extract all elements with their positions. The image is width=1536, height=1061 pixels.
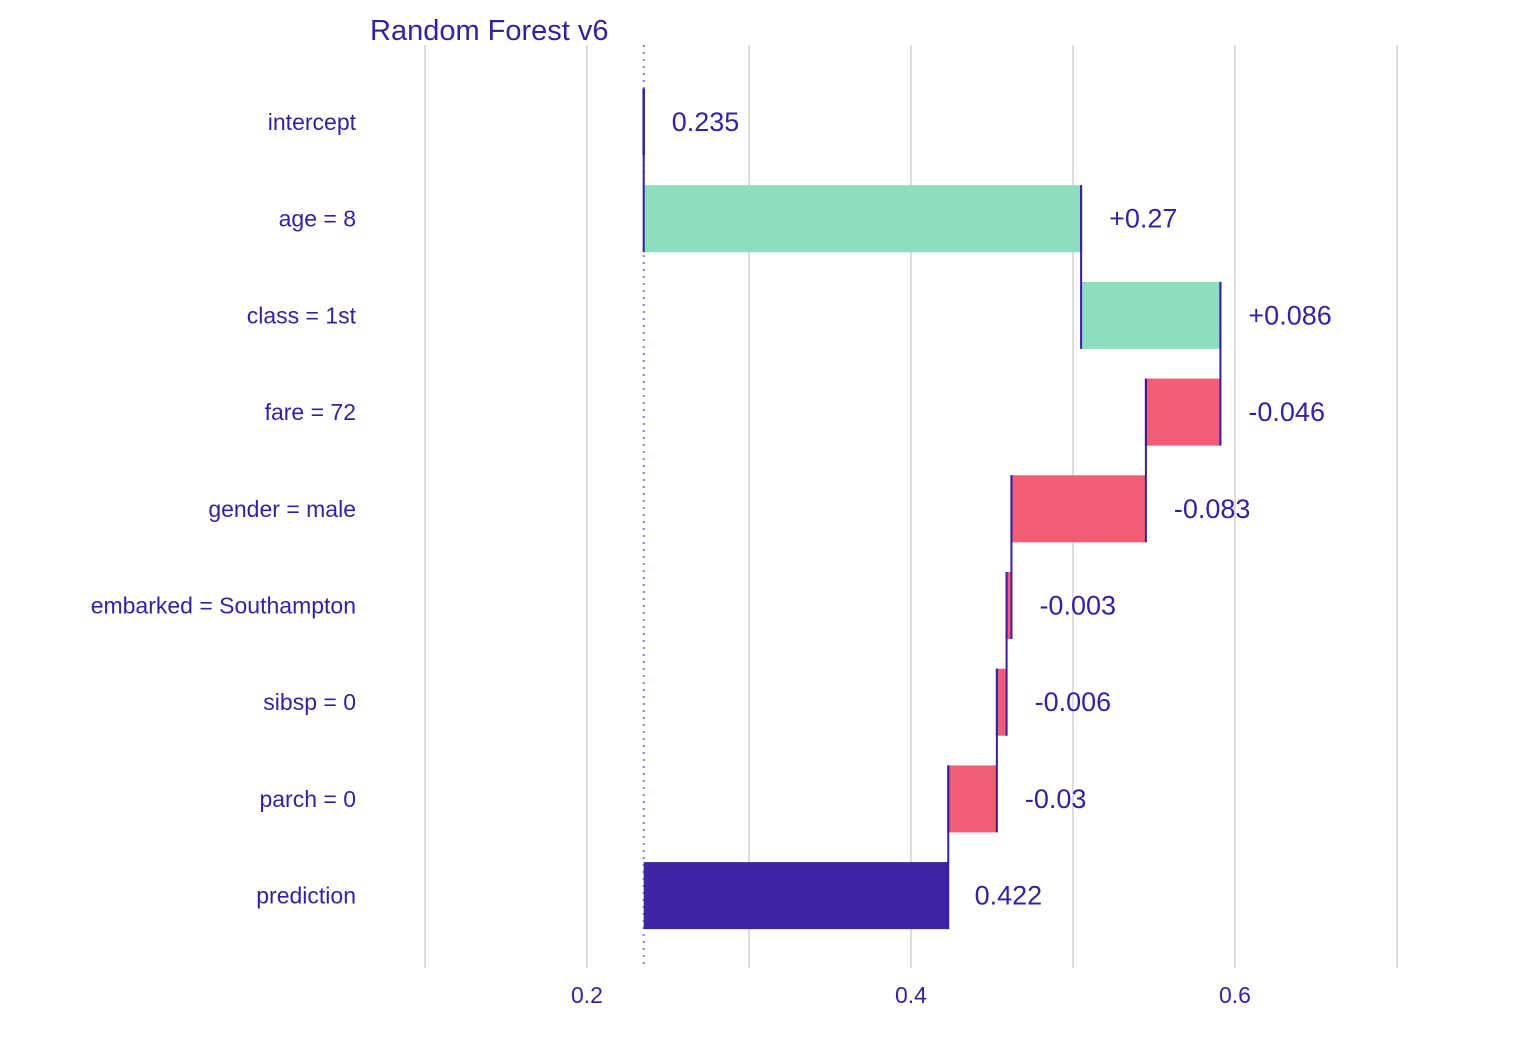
value-label: -0.003 xyxy=(1039,591,1116,621)
chart-title: Random Forest v6 xyxy=(370,15,609,47)
category-label: parch = 0 xyxy=(259,786,356,812)
value-label: -0.03 xyxy=(1025,784,1087,814)
x-tick-label: 0.4 xyxy=(895,982,927,1008)
bar xyxy=(948,765,997,833)
value-label: 0.235 xyxy=(672,107,740,137)
bar xyxy=(996,668,1007,736)
category-label: prediction xyxy=(256,883,356,909)
category-label: gender = male xyxy=(208,496,356,522)
bar xyxy=(1145,378,1221,446)
bar-layer xyxy=(642,88,1222,930)
x-tick-label: 0.6 xyxy=(1219,982,1251,1008)
value-label: 0.422 xyxy=(975,881,1043,911)
value-label: -0.083 xyxy=(1174,494,1251,524)
value-label: -0.046 xyxy=(1248,397,1325,427)
label-layer: 0.2 0.4 0.6 intercept 0.235 age = 8 +0.27 class… xyxy=(91,107,1332,1008)
grid-layer xyxy=(424,45,1398,968)
category-label: age = 8 xyxy=(279,206,356,232)
category-label: embarked = Southampton xyxy=(91,593,356,619)
category-label: sibsp = 0 xyxy=(263,689,356,715)
category-label: intercept xyxy=(268,109,357,135)
category-label: class = 1st xyxy=(247,302,357,328)
category-label: fare = 72 xyxy=(265,399,356,425)
x-tick-label: 0.2 xyxy=(571,982,603,1008)
value-label: -0.006 xyxy=(1035,687,1112,717)
bar xyxy=(643,862,947,930)
bar xyxy=(1011,475,1146,543)
bar xyxy=(1081,281,1221,349)
value-label: +0.086 xyxy=(1248,300,1331,330)
value-label: +0.27 xyxy=(1109,204,1177,234)
bar xyxy=(1006,572,1012,639)
bar xyxy=(643,185,1082,253)
